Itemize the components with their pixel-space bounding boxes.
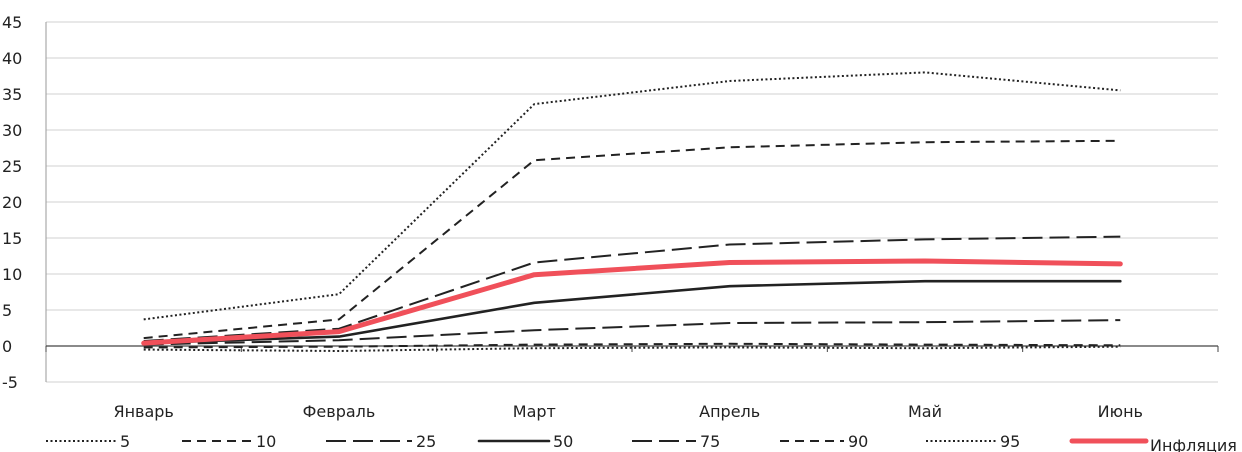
series-line-75: [143, 235, 1121, 342]
y-tick-label: 30: [2, 121, 22, 140]
gridlines: [46, 21, 1218, 383]
x-tick-label: Январь: [113, 402, 173, 421]
series-line-90: [143, 139, 1121, 340]
x-tick-label: Февраль: [303, 402, 376, 421]
x-tick-label: Апрель: [699, 402, 760, 421]
series-line-5: [143, 345, 1121, 352]
legend-label-5: 5: [120, 432, 130, 451]
y-tick-label: 15: [2, 229, 22, 248]
legend: 5 10 25 50 75 90 95 Инфляция: [46, 432, 1237, 452]
legend-label-Инфляция: Инфляция: [1150, 436, 1237, 452]
series-line-50: [142, 279, 1122, 345]
legend-label-90: 90: [848, 432, 868, 451]
x-tick-label: Май: [908, 402, 942, 421]
series-line-25: [143, 319, 1121, 346]
legend-label-10: 10: [256, 432, 276, 451]
x-tick-label: Март: [513, 402, 556, 421]
y-tick-label: 40: [2, 49, 22, 68]
y-tick-label: -5: [2, 373, 18, 392]
series-lines: [141, 71, 1123, 352]
x-axis: Январь Февраль Март Апрель Май Июнь: [45, 345, 1219, 421]
y-tick-label: 35: [2, 85, 22, 104]
series-line-Инфляция: [141, 258, 1123, 346]
y-axis: -5 0 5 10 15 20 25 30 35 40 45: [2, 13, 47, 392]
y-tick-label: 10: [2, 265, 22, 284]
x-tick-label: Июнь: [1098, 402, 1143, 421]
series-line-95: [143, 71, 1121, 321]
legend-label-25: 25: [416, 432, 436, 451]
series-line-10: [143, 342, 1121, 349]
legend-label-75: 75: [700, 432, 720, 451]
y-tick-label: 5: [2, 301, 12, 320]
y-tick-label: 0: [2, 337, 12, 356]
y-tick-label: 25: [2, 157, 22, 176]
y-tick-label: 45: [2, 13, 22, 32]
legend-label-50: 50: [553, 432, 573, 451]
legend-label-95: 95: [1000, 432, 1020, 451]
y-tick-label: 20: [2, 193, 22, 212]
